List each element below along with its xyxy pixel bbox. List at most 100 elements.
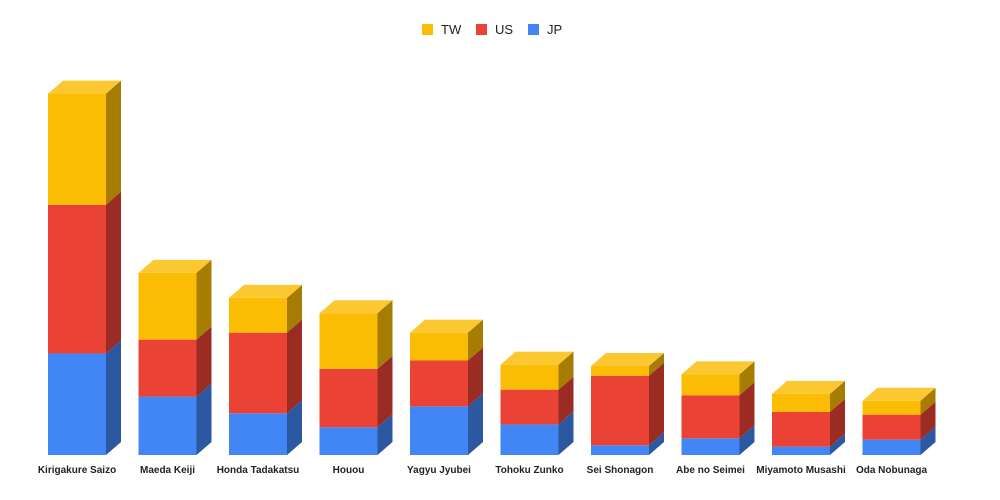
x-axis-labels: Kirigakure Saizo Maeda Keiji Honda Tadakat… — [38, 465, 928, 476]
bar-stack — [500, 351, 574, 455]
bar-top-face — [410, 319, 483, 333]
bar-segment-tw — [319, 313, 378, 369]
bar-segment-side-us — [739, 382, 755, 439]
x-tick-label: Kirigakure Saizo — [38, 465, 116, 476]
bar-segment-tw — [48, 93, 106, 205]
bar-segment-side-us — [468, 347, 483, 407]
bar-segment-side-us — [287, 319, 302, 414]
legend-label-tw: TW — [441, 22, 462, 37]
bar-top-face — [772, 380, 845, 394]
bar-segment-side-jp — [468, 393, 483, 455]
bar-segment-side-tw — [830, 380, 845, 412]
bar-segment-side-tw — [468, 319, 483, 361]
bar-segment-tw — [229, 297, 287, 333]
bar-stack — [591, 353, 664, 455]
legend-item-jp[interactable]: JP — [528, 22, 562, 37]
legend-label-us: US — [495, 22, 513, 37]
bar-stack — [229, 284, 302, 455]
bar-segment-us — [229, 332, 287, 414]
bar-segment-us — [48, 204, 106, 354]
bar-segment-jp — [319, 427, 378, 455]
x-tick-label: Yagyu Jyubei — [407, 465, 471, 476]
bar-segment-side-jp — [830, 433, 845, 455]
bar-segment-side-us — [920, 401, 936, 440]
legend-swatch-tw — [422, 24, 433, 35]
bar-segment-side-tw — [739, 361, 755, 396]
bar-top-face — [48, 80, 121, 94]
chart-legend: TW US JP — [422, 22, 562, 37]
bar-stack — [319, 300, 393, 455]
bar-segment-side-us — [106, 191, 121, 354]
bar-segment-side-us — [196, 326, 212, 397]
bar-top-face — [138, 259, 212, 273]
bar-segment-side-jp — [649, 432, 664, 455]
bar-segment-tw — [500, 364, 559, 390]
bar-segment-side-tw — [649, 353, 664, 376]
x-tick-label: Oda Nobunaga — [856, 465, 928, 476]
bar-segment-side-tw — [558, 351, 574, 390]
bar-stack — [772, 380, 845, 455]
bar-segment-side-us — [830, 398, 845, 447]
bar-segment-jp — [48, 353, 106, 455]
bar-segment-side-tw — [377, 300, 393, 369]
legend-label-jp: JP — [547, 22, 562, 37]
x-tick-label: Abe no Seimei — [676, 465, 745, 476]
bar-top-face — [500, 351, 574, 365]
x-tick-label: Miyamoto Musashi — [756, 465, 846, 476]
bar-segment-us — [500, 389, 559, 425]
bar-segment-side-tw — [287, 284, 302, 333]
bar-segment-us — [772, 411, 830, 447]
bar-segment-tw — [862, 400, 921, 415]
bar-stack — [138, 259, 212, 455]
legend-swatch-jp — [528, 24, 539, 35]
bar-segment-side-us — [377, 355, 393, 428]
bar-segment-tw — [410, 332, 468, 361]
bar-segment-side-us — [649, 362, 664, 446]
bar-segment-side-jp — [739, 425, 755, 455]
bar-segment-side-jp — [196, 383, 212, 455]
bar-area — [48, 80, 936, 455]
bar-segment-tw — [681, 374, 740, 396]
bar-stack — [862, 387, 936, 455]
bar-segment-side-jp — [106, 340, 121, 455]
bar-stack — [681, 361, 755, 455]
bar-segment-tw — [138, 272, 197, 340]
bar-segment-us — [319, 368, 378, 428]
x-tick-label: Sei Shonagon — [587, 465, 654, 476]
x-tick-label: Maeda Keiji — [140, 465, 195, 476]
bar-segment-tw — [772, 393, 830, 412]
bar-segment-jp — [591, 445, 649, 455]
bar-segment-side-jp — [558, 411, 574, 455]
bar-segment-tw — [591, 366, 649, 376]
bar-segment-side-jp — [920, 426, 936, 455]
legend-item-us[interactable]: US — [476, 22, 513, 37]
bar-segment-side-jp — [377, 414, 393, 455]
x-tick-label: Houou — [333, 465, 365, 476]
bar-segment-jp — [862, 439, 921, 455]
bar-top-face — [319, 300, 393, 314]
x-tick-label: Honda Tadakatsu — [217, 465, 300, 476]
bar-segment-us — [410, 360, 468, 407]
bar-segment-jp — [500, 424, 559, 455]
bar-top-face — [229, 284, 302, 298]
x-tick-label: Tohoku Zunko — [495, 465, 563, 476]
bar-top-face — [862, 387, 936, 401]
legend-item-tw[interactable]: TW — [422, 22, 462, 37]
bar-top-face — [591, 353, 664, 367]
bar-top-face — [681, 361, 755, 375]
bar-segment-side-tw — [196, 259, 212, 340]
bar-segment-side-tw — [920, 387, 936, 415]
bar-segment-side-tw — [106, 80, 121, 205]
bar-segment-side-jp — [287, 400, 302, 455]
bar-stack — [410, 319, 483, 455]
bar-segment-us — [138, 339, 197, 397]
bar-segment-us — [681, 395, 740, 439]
bar-stack — [48, 80, 121, 455]
bar-segment-jp — [410, 406, 468, 455]
bar-segment-jp — [138, 396, 197, 455]
bar-segment-jp — [681, 438, 740, 455]
bar-segment-jp — [772, 446, 830, 455]
bar-segment-side-us — [558, 376, 574, 425]
legend-swatch-us — [476, 24, 487, 35]
